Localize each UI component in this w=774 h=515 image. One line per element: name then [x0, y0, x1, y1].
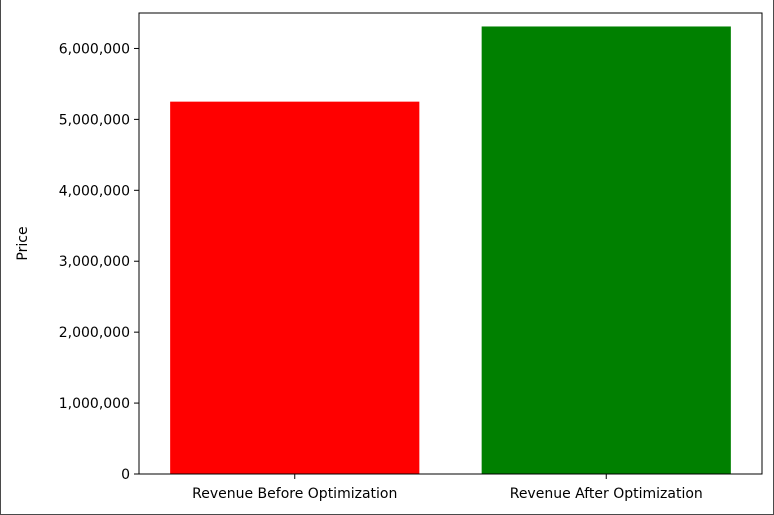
- y-axis: 0 1,000,000 2,000,000 3,000,000 4,000,000 5,0…: [59, 41, 139, 483]
- bar-2: [481, 26, 731, 475]
- y-tick-label: 2,000,000: [59, 325, 130, 341]
- bars-layer: [170, 26, 731, 475]
- y-tick-label: 1,000,000: [59, 396, 130, 412]
- x-tick-label: Revenue After Optimization: [510, 486, 703, 502]
- y-tick-label: 3,000,000: [59, 254, 130, 270]
- bar-1: [170, 101, 420, 475]
- x-tick-label: Revenue Before Optimization: [192, 486, 397, 502]
- plot-area: [138, 12, 763, 475]
- x-axis: Revenue Before Optimization Revenue After…: [192, 474, 703, 502]
- y-tick-label: 6,000,000: [59, 41, 130, 57]
- y-tick-label: 4,000,000: [59, 183, 130, 199]
- y-tick-label: 0: [121, 467, 130, 483]
- y-axis-label: Price: [15, 226, 31, 260]
- y-tick-label: 5,000,000: [59, 112, 130, 128]
